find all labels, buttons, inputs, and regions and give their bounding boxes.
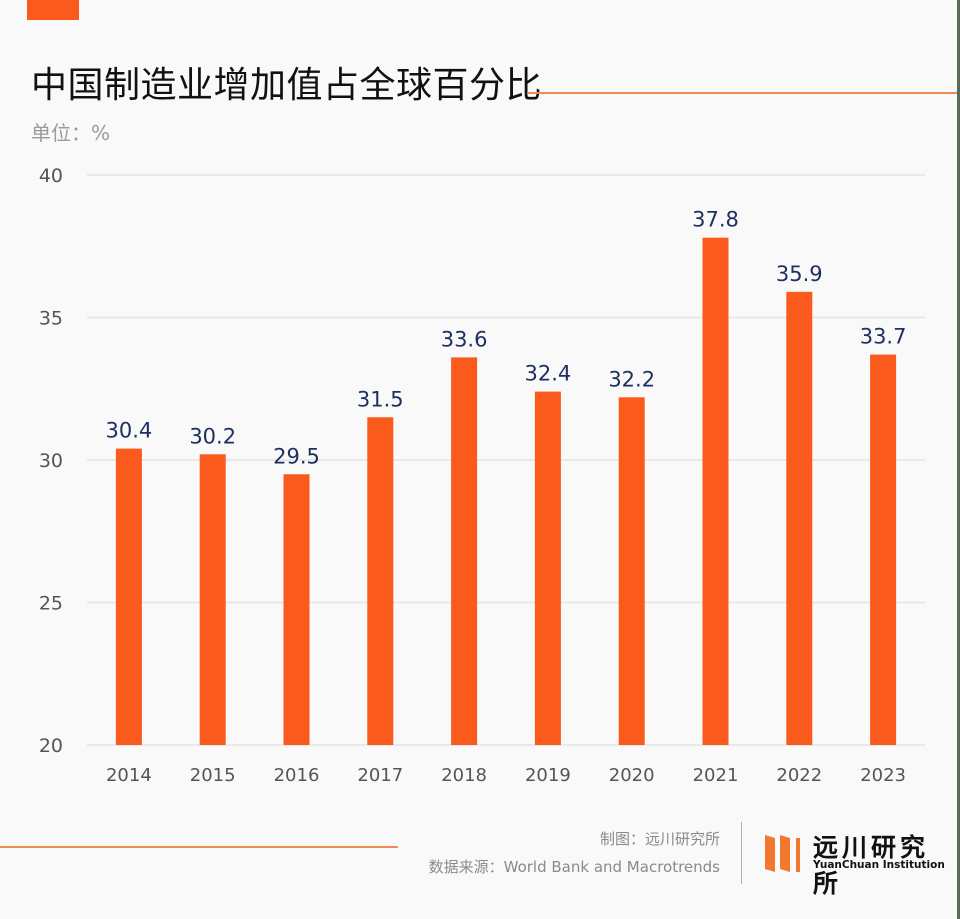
unit-label: 单位：%	[31, 121, 111, 145]
bar	[786, 291, 813, 745]
data-label: 33.7	[860, 325, 907, 349]
top-accent-tab	[27, 0, 79, 20]
x-tick-label: 2015	[190, 765, 236, 786]
data-source: 数据来源：World Bank and Macrotrends	[428, 858, 720, 876]
data-label: 37.8	[692, 208, 739, 232]
bar	[870, 354, 897, 745]
x-tick-label: 2022	[776, 765, 822, 786]
data-label: 30.4	[106, 419, 153, 443]
y-tick-label: 20	[39, 735, 63, 757]
bar	[367, 417, 394, 745]
x-tick-label: 2016	[274, 765, 320, 786]
right-frame-edge	[957, 0, 960, 919]
bar	[534, 391, 561, 745]
gridlines	[87, 174, 925, 746]
y-tick-label: 30	[39, 450, 63, 472]
x-axis-ticks: 2014 2015 2016 2017 2018 2019 2020 2021 2022 2023	[106, 765, 906, 786]
chart-credit: 制图：远川研究所	[599, 830, 720, 848]
footer-divider	[741, 822, 742, 884]
logo-chinese-name: 远川研究所	[813, 833, 930, 898]
bar	[115, 448, 142, 745]
data-label: 33.6	[441, 327, 488, 351]
footer-accent-rule	[0, 846, 398, 848]
x-tick-label: 2014	[106, 765, 152, 786]
chart-title: 中国制造业增加值占全球百分比	[31, 65, 543, 106]
bar	[451, 357, 478, 745]
bar	[283, 474, 310, 745]
x-tick-label: 2019	[525, 765, 571, 786]
y-axis-ticks: 20 25 30 35 40	[39, 165, 63, 757]
x-tick-label: 2023	[860, 765, 906, 786]
y-tick-label: 35	[39, 308, 63, 330]
data-label: 35.9	[776, 262, 823, 286]
logo-mark-icon	[765, 835, 800, 872]
data-labels: 30.4 30.2 29.5 31.5 33.6 32.4 32.2 37.8 35.9 33.7	[106, 208, 907, 469]
yuanchuan-logo: 远川研究所 YuanChuan Institution	[763, 832, 953, 898]
bar	[618, 397, 645, 745]
title-accent-rule	[527, 92, 960, 94]
data-label: 29.5	[273, 444, 320, 468]
x-tick-label: 2021	[693, 765, 739, 786]
bars	[115, 237, 897, 745]
x-tick-label: 2017	[357, 765, 403, 786]
data-label: 30.2	[189, 424, 236, 448]
bar	[702, 237, 729, 745]
x-tick-label: 2018	[441, 765, 487, 786]
logo-english-name: YuanChuan Institution	[813, 859, 945, 871]
y-tick-label: 40	[39, 165, 63, 187]
data-label: 32.4	[525, 362, 572, 386]
y-tick-label: 25	[39, 593, 63, 615]
bar	[199, 454, 226, 745]
data-label: 32.2	[608, 367, 655, 391]
x-tick-label: 2020	[609, 765, 655, 786]
data-label: 31.5	[357, 387, 404, 411]
